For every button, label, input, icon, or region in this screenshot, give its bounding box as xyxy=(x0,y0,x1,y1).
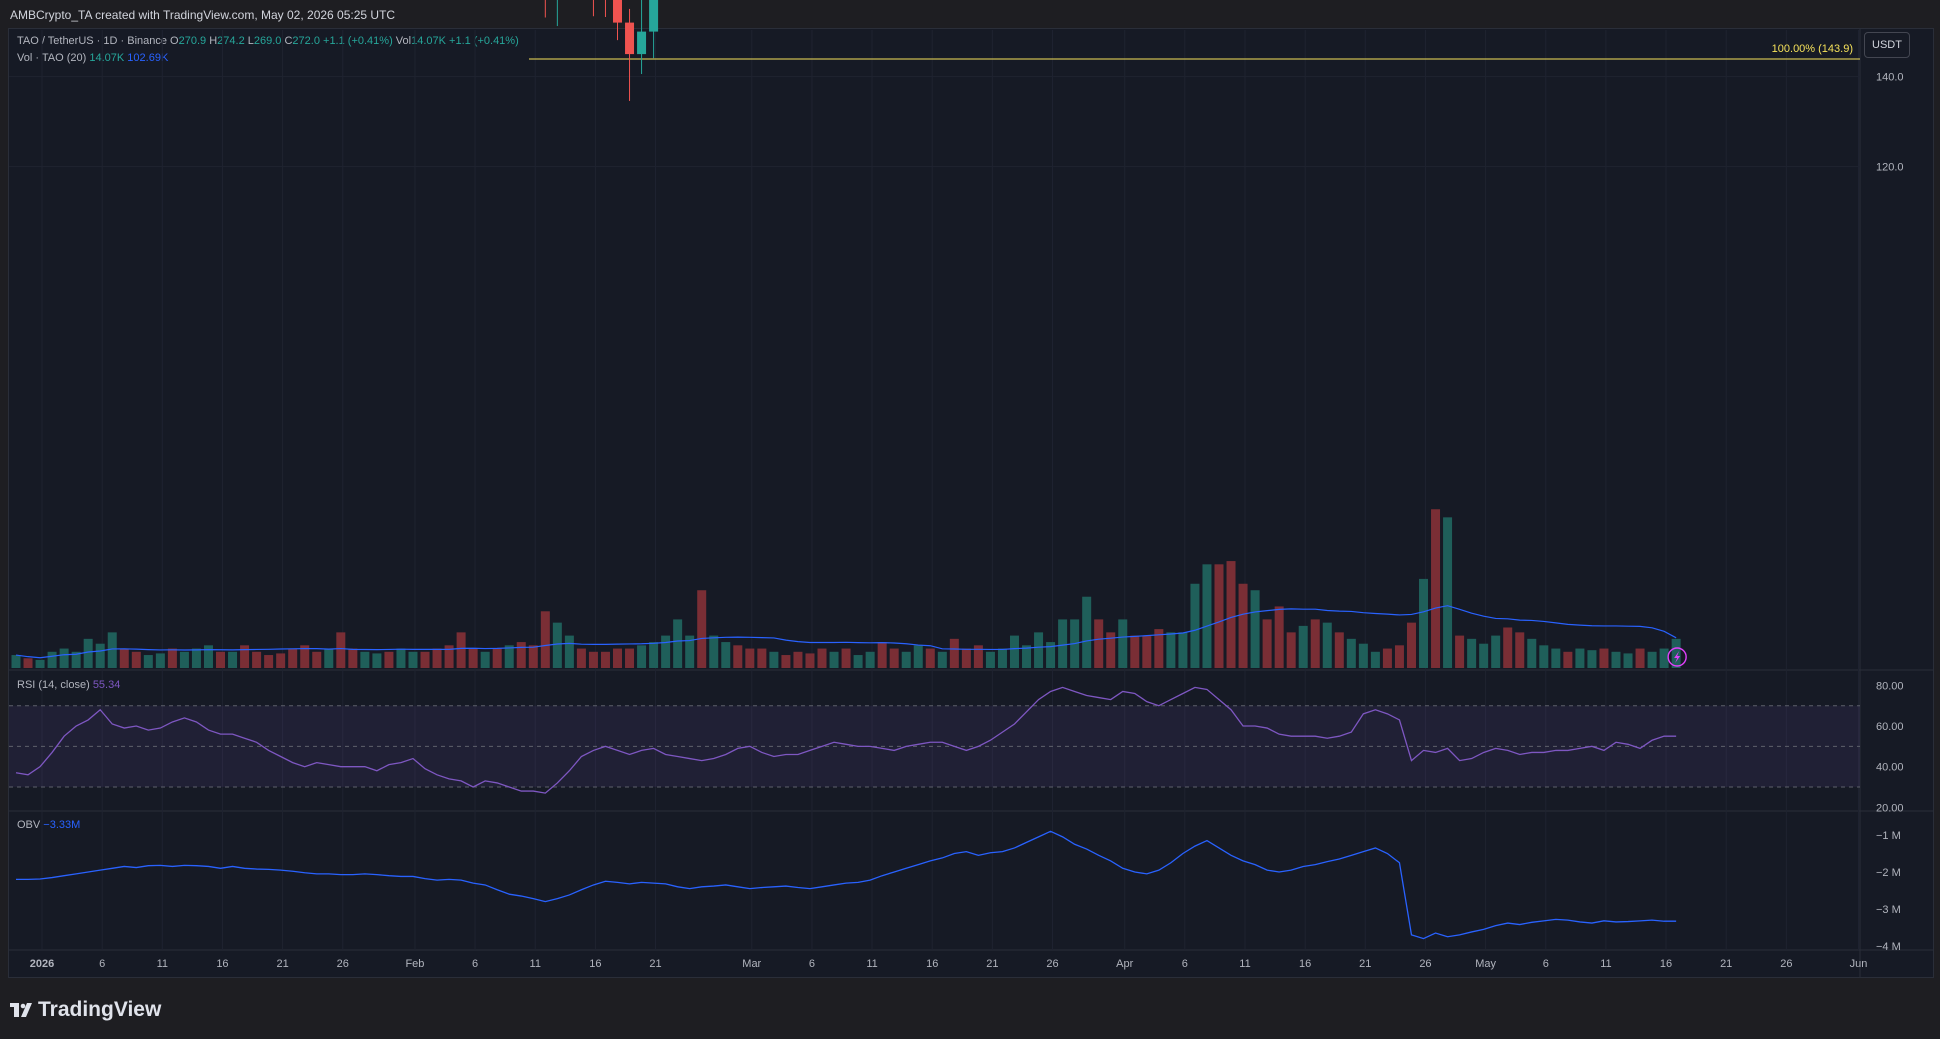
volume-ma-value-a: 14.07K xyxy=(89,52,125,64)
low-label: L xyxy=(247,35,254,47)
obv-label[interactable]: OBV xyxy=(17,819,41,831)
rsi-value: 55.34 xyxy=(92,679,121,691)
close-label: C xyxy=(284,35,293,47)
low-value: 269.0 xyxy=(253,35,282,47)
obv-value: −3.33M xyxy=(43,819,81,831)
symbol-label[interactable]: TAO / TetherUS · 1D · Binance xyxy=(17,35,167,47)
vol-value: 14.07K xyxy=(411,35,446,47)
rsi-legend: RSI (14, close) 55.34 xyxy=(17,679,120,691)
change-value: +1.1 (+0.41%) xyxy=(323,35,393,47)
tradingview-logo[interactable]: TradingView xyxy=(10,998,161,1022)
high-label: H xyxy=(209,35,218,47)
open-label: O xyxy=(170,35,179,47)
currency-button[interactable]: USDT xyxy=(1864,32,1910,58)
vol-change-value: +1.1 (+0.41%) xyxy=(449,35,519,47)
obv-legend: OBV −3.33M xyxy=(17,819,80,831)
chart-caption: AMBCrypto_TA created with TradingView.co… xyxy=(10,8,396,22)
rsi-label[interactable]: RSI (14, close) xyxy=(17,679,90,691)
volume-legend: Vol · TAO (20) 14.07K 102.69K xyxy=(17,52,168,64)
chart-frame xyxy=(8,28,1934,978)
high-value: 274.2 xyxy=(217,35,245,47)
volume-ma-value-b: 102.69K xyxy=(127,52,169,64)
ohlc-legend: TAO / TetherUS · 1D · Binance O270.9 H27… xyxy=(17,35,519,47)
close-value: 272.0 xyxy=(292,35,320,47)
open-value: 270.9 xyxy=(178,35,207,47)
tradingview-logo-icon xyxy=(10,1003,32,1017)
tradingview-logo-text: TradingView xyxy=(38,998,162,1021)
vol-label: Vol xyxy=(395,35,412,47)
volume-ma-label[interactable]: Vol · TAO (20) xyxy=(17,52,87,64)
